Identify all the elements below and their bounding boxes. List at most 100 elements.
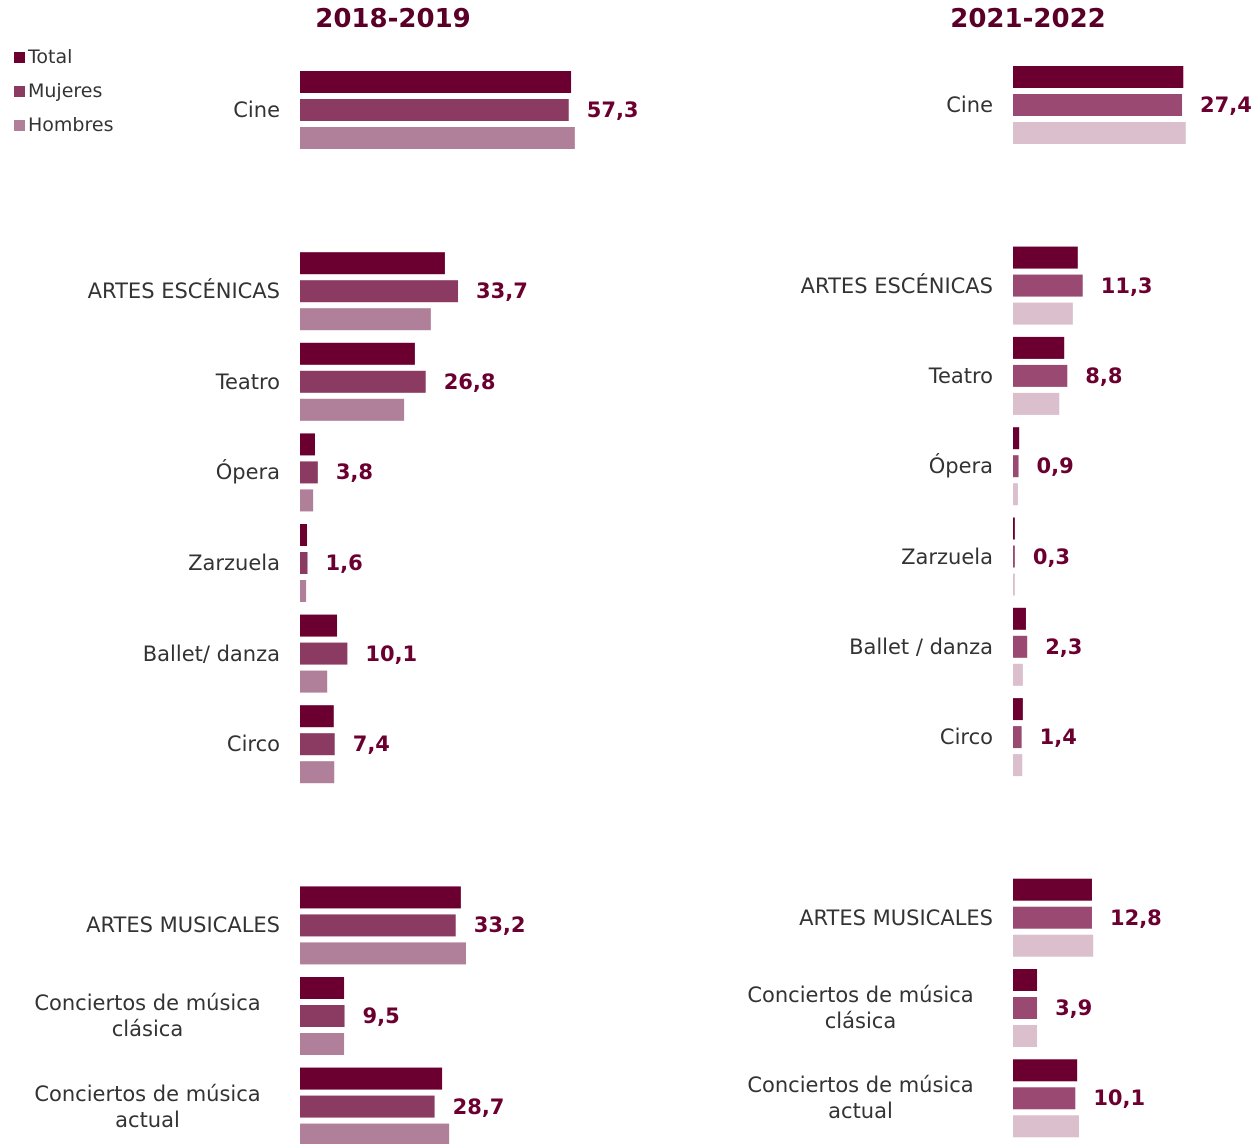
- bar: [1013, 1115, 1080, 1138]
- bar: [1013, 1087, 1076, 1110]
- category-label: Ballet/ danza: [142, 641, 280, 666]
- category-label: Zarzuela: [901, 544, 993, 569]
- category-label: Cine: [233, 98, 280, 122]
- bar: [300, 370, 426, 393]
- bar: [300, 942, 467, 965]
- bar: [1013, 455, 1019, 478]
- bar: [1013, 934, 1094, 957]
- value-label: 10,1: [1093, 1086, 1146, 1111]
- bar: [1013, 392, 1060, 415]
- bar: [300, 1033, 345, 1055]
- bar: [300, 280, 459, 303]
- category-label: ARTES MUSICALES: [86, 913, 280, 938]
- bar: [1013, 1059, 1078, 1082]
- category-label: ARTES ESCÉNICAS: [87, 279, 280, 304]
- category-label: Zarzuela: [188, 551, 280, 575]
- value-label: 0,3: [1032, 544, 1071, 569]
- bar: [1013, 969, 1038, 991]
- bar: [1013, 274, 1083, 297]
- category-label: Ópera: [215, 460, 280, 485]
- bar: [1013, 754, 1023, 777]
- category-label: Teatro: [215, 369, 280, 394]
- value-label: 11,3: [1100, 273, 1153, 298]
- chart-title: 2021-2022: [950, 4, 1106, 34]
- value-label: 1,6: [325, 551, 363, 575]
- bar: [300, 489, 314, 512]
- bar: [300, 252, 445, 275]
- bar: [1013, 878, 1092, 901]
- bar: [300, 1095, 435, 1118]
- bar: [300, 705, 334, 728]
- bar: [300, 71, 572, 93]
- legend-swatch: [14, 86, 25, 97]
- bar: [300, 977, 345, 999]
- legend-label: Mujeres: [28, 80, 103, 102]
- category-label: Circo: [226, 732, 280, 757]
- value-label: 28,7: [452, 1094, 505, 1119]
- bar: [300, 1123, 450, 1144]
- bar: [1013, 122, 1186, 144]
- bar: [300, 127, 575, 149]
- bar: [1013, 573, 1015, 596]
- bar: [300, 398, 405, 421]
- bar: [1013, 545, 1015, 568]
- bar: [1013, 302, 1073, 325]
- bar: [1013, 906, 1092, 929]
- bar: [1013, 635, 1028, 658]
- category-label: Circo: [939, 725, 993, 750]
- bar: [300, 580, 307, 602]
- bar: [1013, 364, 1068, 387]
- bar: [300, 914, 456, 937]
- category-label: Conciertos de música actual: [747, 1073, 974, 1124]
- category-label: Conciertos de música actual: [34, 1081, 261, 1132]
- value-label: 8,8: [1085, 363, 1123, 388]
- legend-label: Total: [28, 46, 73, 68]
- bar: [1013, 698, 1023, 721]
- value-label: 10,1: [365, 641, 418, 666]
- value-label: 2,3: [1045, 634, 1083, 659]
- bar: [300, 1067, 443, 1090]
- bar: [1013, 94, 1183, 116]
- bar: [1013, 66, 1184, 88]
- value-label: 0,9: [1036, 454, 1074, 479]
- category-label: ARTES MUSICALES: [799, 905, 993, 930]
- chart-title: 2018-2019: [315, 4, 471, 34]
- category-label: Conciertos de música clásica: [34, 991, 261, 1041]
- value-label: 7,4: [352, 732, 390, 757]
- bar: [300, 733, 335, 756]
- category-label: Ballet / danza: [849, 634, 993, 659]
- category-label: Cine: [946, 93, 993, 117]
- bar: [1013, 483, 1018, 506]
- bar: [300, 342, 415, 365]
- bar: [1013, 663, 1023, 686]
- bar: [1013, 1025, 1038, 1047]
- category-label: Teatro: [928, 363, 993, 388]
- bar: [1013, 997, 1038, 1019]
- category-label: ARTES ESCÉNICAS: [800, 273, 993, 298]
- bar: [1013, 726, 1022, 749]
- value-label: 33,7: [476, 279, 528, 304]
- bar: [1013, 607, 1026, 630]
- bar: [300, 614, 338, 637]
- category-label: Ópera: [928, 454, 993, 479]
- bar: [1013, 517, 1015, 540]
- bar: [300, 99, 569, 121]
- legend-label: Hombres: [28, 114, 114, 136]
- bar: [300, 670, 328, 693]
- category-label: Conciertos de música clásica: [747, 983, 974, 1033]
- value-label: 3,8: [335, 460, 374, 485]
- value-label: 12,8: [1109, 905, 1162, 930]
- value-label: 57,3: [586, 98, 639, 122]
- value-label: 3,9: [1055, 996, 1093, 1020]
- value-label: 27,4: [1200, 93, 1252, 117]
- bar: [300, 308, 431, 331]
- bar: [300, 1005, 345, 1027]
- legend-swatch: [14, 120, 25, 131]
- value-label: 26,8: [443, 369, 496, 394]
- bar: [300, 552, 308, 574]
- bar: [300, 642, 348, 665]
- bar: [300, 524, 308, 546]
- bar: [300, 886, 461, 909]
- bar: [1013, 336, 1065, 359]
